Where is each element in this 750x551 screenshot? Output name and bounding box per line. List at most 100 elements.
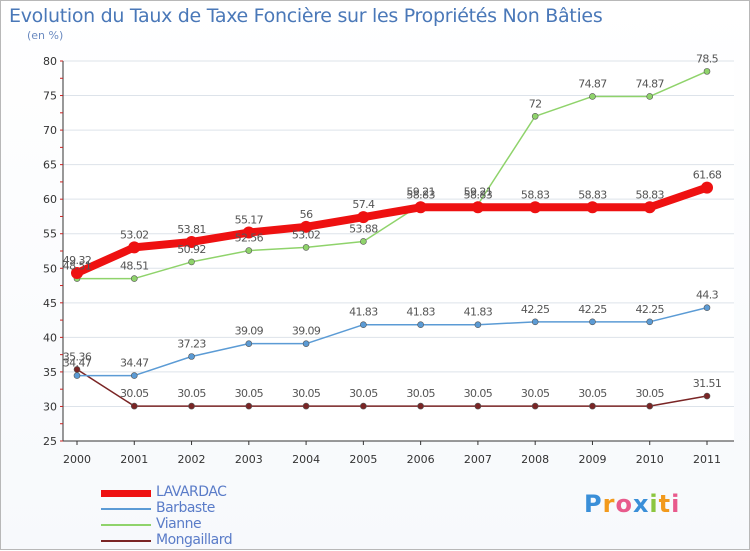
x-tick-label: 2001 <box>120 453 148 466</box>
data-label-lavardac: 53.81 <box>177 223 206 236</box>
data-label-lavardac: 58.83 <box>406 188 435 201</box>
data-point-lavardac <box>701 181 713 194</box>
data-point-barbaste <box>188 353 195 360</box>
data-label-vianne: 74.87 <box>635 77 664 90</box>
y-tick-label: 80 <box>43 55 57 68</box>
legend-label-mongaillard: Mongaillard <box>156 532 233 548</box>
y-tick-label: 70 <box>43 124 57 137</box>
data-point-vianne <box>188 258 195 266</box>
legend-swatch-vianne <box>101 524 151 526</box>
data-point-lavardac <box>357 211 370 224</box>
data-point-mongaillard <box>589 402 596 410</box>
data-point-lavardac <box>128 241 141 254</box>
data-label-barbaste: 37.23 <box>177 338 206 351</box>
unit-label: (en %) <box>27 29 64 42</box>
data-point-barbaste <box>245 340 253 347</box>
chart-title: Evolution du Taux de Taxe Foncière sur l… <box>9 5 603 27</box>
data-label-mongaillard: 30.05 <box>292 387 321 400</box>
data-label-mongaillard: 30.05 <box>578 387 607 400</box>
data-label-vianne: 48.51 <box>120 260 149 273</box>
y-tick-label: 75 <box>43 90 57 103</box>
data-label-vianne: 72 <box>529 97 542 110</box>
logo-letter: t <box>658 490 672 518</box>
data-point-barbaste <box>646 318 654 326</box>
legend: LAVARDAC Barbaste Vianne Mongaillard <box>101 484 301 549</box>
data-label-vianne: 78.5 <box>696 52 719 65</box>
data-label-vianne: 74.87 <box>578 77 607 90</box>
data-label-barbaste: 42.25 <box>521 303 550 316</box>
data-label-lavardac: 61.68 <box>693 169 722 182</box>
x-tick-label: 2011 <box>693 453 721 466</box>
legend-swatch-mongaillard <box>101 540 151 542</box>
x-tick-label: 2006 <box>407 453 435 466</box>
data-point-mongaillard <box>245 402 253 410</box>
data-point-lavardac <box>185 235 198 248</box>
x-tick-label: 2002 <box>178 453 206 466</box>
data-point-vianne <box>245 247 253 254</box>
data-label-lavardac: 58.83 <box>635 188 664 201</box>
proxiti-logo: Proxiti <box>584 490 680 518</box>
data-point-mongaillard <box>188 402 195 410</box>
series-line-barbaste <box>77 306 708 377</box>
series-line-vianne <box>77 70 708 280</box>
series-line-mongaillard <box>76 368 708 407</box>
data-point-barbaste <box>360 321 367 329</box>
data-label-vianne: 59.21 <box>464 186 493 199</box>
logo-letter: x <box>632 490 650 518</box>
x-tick-label: 2007 <box>464 453 492 466</box>
data-point-lavardac <box>71 266 83 279</box>
data-label-barbaste: 44.3 <box>696 289 719 302</box>
plot-area <box>63 61 734 441</box>
data-label-vianne: 50.92 <box>177 243 206 256</box>
y-tick-label: 40 <box>43 331 57 344</box>
x-tick-label: 2003 <box>235 453 263 466</box>
data-point-lavardac <box>529 201 542 214</box>
logo-letter: o <box>615 490 633 518</box>
x-tick-label: 2010 <box>636 453 664 466</box>
data-label-mongaillard: 30.05 <box>635 387 664 400</box>
data-label-vianne: 53.02 <box>292 228 321 241</box>
data-point-vianne <box>703 68 711 75</box>
data-label-barbaste: 39.09 <box>292 325 321 338</box>
data-label-mongaillard: 35.36 <box>63 350 92 363</box>
data-point-mongaillard <box>130 402 138 410</box>
y-tick-label: 45 <box>43 297 57 310</box>
data-point-vianne <box>360 238 367 245</box>
y-tick-label: 30 <box>43 400 57 413</box>
data-label-barbaste: 34.47 <box>63 357 92 370</box>
y-tick-label: 25 <box>43 435 57 448</box>
data-label-lavardac: 56 <box>300 208 313 221</box>
data-label-vianne: 52.56 <box>235 232 264 245</box>
legend-item-vianne: Vianne <box>101 516 301 533</box>
data-point-vianne <box>589 93 596 100</box>
data-label-lavardac: 57.4 <box>352 198 375 211</box>
logo-letter: i <box>671 490 681 518</box>
legend-label-lavardac: LAVARDAC <box>156 484 227 500</box>
y-tick-label: 50 <box>43 262 57 275</box>
data-label-mongaillard: 30.05 <box>235 387 264 400</box>
data-label-mongaillard: 30.05 <box>177 387 206 400</box>
data-point-lavardac <box>414 201 427 214</box>
logo-letter: r <box>602 490 616 518</box>
data-point-lavardac <box>300 220 313 233</box>
data-point-barbaste <box>474 321 482 329</box>
data-point-lavardac <box>643 201 656 214</box>
y-tick-label: 35 <box>43 366 57 379</box>
data-point-barbaste <box>130 372 138 379</box>
data-point-mongaillard <box>646 402 654 410</box>
data-label-barbaste: 41.83 <box>406 306 435 319</box>
series-line-lavardac <box>75 183 709 277</box>
legend-label-vianne: Vianne <box>156 516 202 532</box>
data-point-barbaste <box>73 372 81 379</box>
data-point-mongaillard <box>531 402 539 410</box>
data-label-lavardac: 49.32 <box>63 254 92 267</box>
x-tick-label: 2004 <box>292 453 320 466</box>
y-tick-label: 65 <box>43 159 57 172</box>
data-point-lavardac <box>242 226 255 239</box>
data-point-mongaillard <box>417 402 424 410</box>
data-label-mongaillard: 30.05 <box>521 387 550 400</box>
data-label-mongaillard: 31.51 <box>693 377 722 390</box>
data-point-vianne <box>302 244 310 251</box>
legend-item-lavardac: LAVARDAC <box>101 484 301 501</box>
